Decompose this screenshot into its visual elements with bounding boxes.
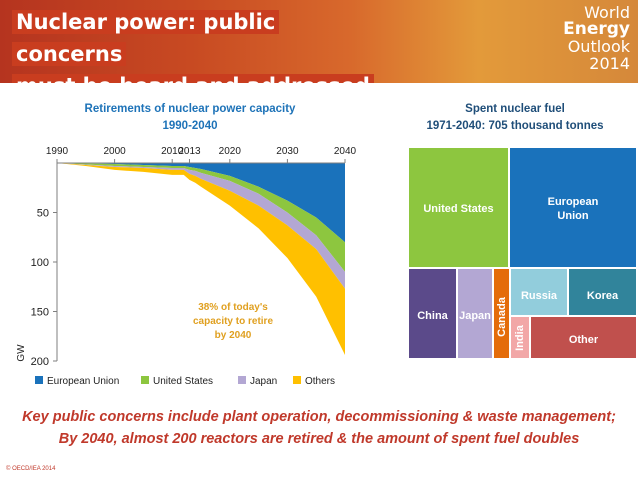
treemap-cell-7 xyxy=(568,268,637,316)
treemap-cell-6 xyxy=(510,268,568,316)
treemap-label-8: Other xyxy=(568,334,599,346)
x-tick-label-5: 2030 xyxy=(276,146,299,157)
x-tick-label-4: 2020 xyxy=(219,146,242,157)
spent-fuel-title-line: Spent nuclear fuel xyxy=(465,103,565,115)
treemap-cell-0 xyxy=(408,147,509,268)
retirements-subtitle: 1990-2040 xyxy=(162,120,218,132)
treemap-cell-1 xyxy=(509,147,637,268)
retirements-title: Retirements of nuclear power capacity xyxy=(84,103,296,115)
treemap-cell-4 xyxy=(493,268,510,359)
treemap-cell-5 xyxy=(510,316,530,359)
annotation-line-1: capacity to retire xyxy=(193,316,273,327)
header-banner: Nuclear power: public concerns must be h… xyxy=(0,0,638,83)
legend-swatch-1 xyxy=(141,376,149,384)
x-tick-label-6: 2040 xyxy=(334,146,357,157)
x-tick-label-3: 2013 xyxy=(178,146,201,157)
area-series-0 xyxy=(57,163,345,243)
x-tick-label-2: 2010 xyxy=(161,146,184,157)
treemap-label-6: Russia xyxy=(520,290,558,302)
treemap-label-7: Korea xyxy=(586,290,619,302)
title-line-1: Nuclear power: public concerns xyxy=(12,10,280,66)
treemap-label-2: China xyxy=(417,310,448,322)
brand-line-2: Energy xyxy=(563,19,630,39)
treemap-label-3: Japan xyxy=(459,310,491,322)
title-line-2: must be heard and addressed xyxy=(12,74,374,83)
legend-swatch-0 xyxy=(35,376,43,384)
annotation-line-2: by 2040 xyxy=(215,330,252,341)
copyright-notice: © OECD/IEA 2014 xyxy=(6,466,56,472)
spent-fuel-treemap: United States European Union China Japan Can… xyxy=(408,147,637,359)
legend-label-1: United States xyxy=(153,376,213,387)
footer-line-2: By 2040, almost 200 reactors are retired… xyxy=(58,431,580,447)
x-tick-label-0: 1990 xyxy=(46,146,69,157)
legend-swatch-3 xyxy=(293,376,301,384)
annotation-line-0: 38% of today's xyxy=(198,302,268,313)
treemap-cell-2 xyxy=(408,268,457,359)
legend-label-3: Others xyxy=(305,376,335,387)
brand-line-3: Outlook xyxy=(567,37,630,56)
treemap-cell-8 xyxy=(530,316,637,359)
spent-fuel-title: Spent nuclear fuel 1971-2040: 705 thousa… xyxy=(395,101,635,135)
y-tick-label-2: 150 xyxy=(31,307,49,319)
spent-fuel-subtitle: 1971-2040: 705 thousand tonnes xyxy=(426,120,604,132)
treemap-label-1: European Union xyxy=(547,196,599,222)
treemap-label-0: United States xyxy=(423,203,494,215)
legend-label-2: Japan xyxy=(250,376,277,387)
brand-line-4: 2014 xyxy=(589,54,630,73)
brand-line-1: World xyxy=(584,3,630,22)
treemap-cell-3 xyxy=(457,268,493,359)
retirements-chart-title: Retirements of nuclear power capacity 19… xyxy=(60,101,320,135)
y-tick-label-3: 200 xyxy=(31,356,49,368)
footer-line-1: Key public concerns include plant operat… xyxy=(22,409,616,425)
treemap-label-4: Canada xyxy=(496,297,508,337)
y-tick-label-0: 50 xyxy=(37,208,49,220)
legend-swatch-2 xyxy=(238,376,246,384)
y-axis-label: GW xyxy=(16,344,27,362)
page-title: Nuclear power: public concerns must be h… xyxy=(12,6,392,83)
brand-logo: World Energy Outlook 2014 xyxy=(563,4,630,72)
x-tick-label-1: 2000 xyxy=(103,146,126,157)
y-tick-label-1: 100 xyxy=(31,257,49,269)
legend-label-0: European Union xyxy=(47,376,119,387)
